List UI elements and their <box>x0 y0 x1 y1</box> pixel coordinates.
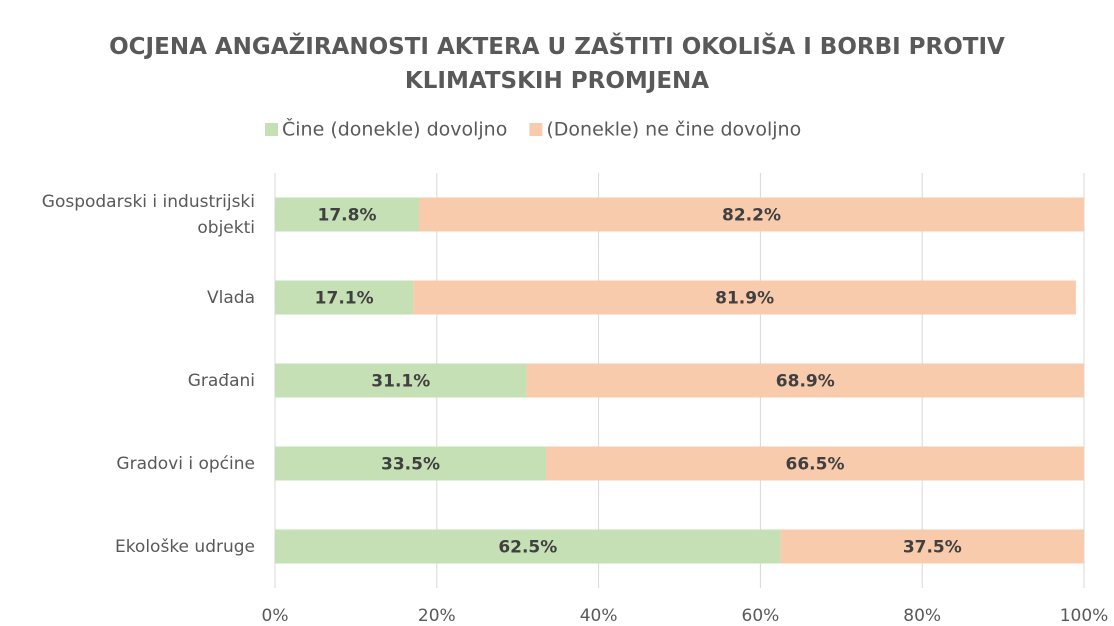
legend-label: Čine (donekle) dovoljno <box>282 117 507 141</box>
y-tick-label: Građani <box>187 370 255 391</box>
bar <box>780 529 1084 564</box>
x-tick-label: 80% <box>903 606 941 626</box>
chart-title: OCJENA ANGAŽIRANOSTI AKTERA U ZAŠTITI OK… <box>109 34 1005 94</box>
data-label: 17.8% <box>318 206 377 226</box>
bar <box>275 197 420 232</box>
data-label: 17.1% <box>315 289 374 309</box>
bar <box>526 363 1084 398</box>
legend-swatch <box>265 123 278 136</box>
data-label: 82.2% <box>722 206 781 226</box>
data-label: 81.9% <box>715 289 774 309</box>
x-tick-label: 40% <box>580 606 618 626</box>
bar <box>413 280 1076 315</box>
data-label: 62.5% <box>498 538 557 558</box>
x-tick-label: 0% <box>262 606 289 626</box>
bar <box>275 446 547 481</box>
y-tick-label: Ekološke udruge <box>114 536 255 557</box>
x-tick-label: 20% <box>418 606 456 626</box>
data-label: 37.5% <box>903 538 962 558</box>
data-label: 66.5% <box>786 455 845 475</box>
legend-swatch <box>529 123 543 136</box>
bar <box>275 280 414 315</box>
x-tick-label: 60% <box>742 606 780 626</box>
x-tick-label: 100% <box>1060 606 1109 626</box>
data-label: 33.5% <box>381 455 440 475</box>
y-tick-label: Gradovi i općine <box>116 453 255 474</box>
bar <box>275 529 781 564</box>
y-tick-label: Gospodarski i industrijski objekti <box>41 191 255 238</box>
data-label: 68.9% <box>776 372 835 392</box>
bar <box>419 197 1084 232</box>
legend-label: (Donekle) ne čine dovoljno <box>546 119 801 141</box>
bar <box>275 363 527 398</box>
bar <box>546 446 1084 481</box>
y-tick-label: Vlada <box>207 287 255 308</box>
data-label: 31.1% <box>371 372 430 392</box>
